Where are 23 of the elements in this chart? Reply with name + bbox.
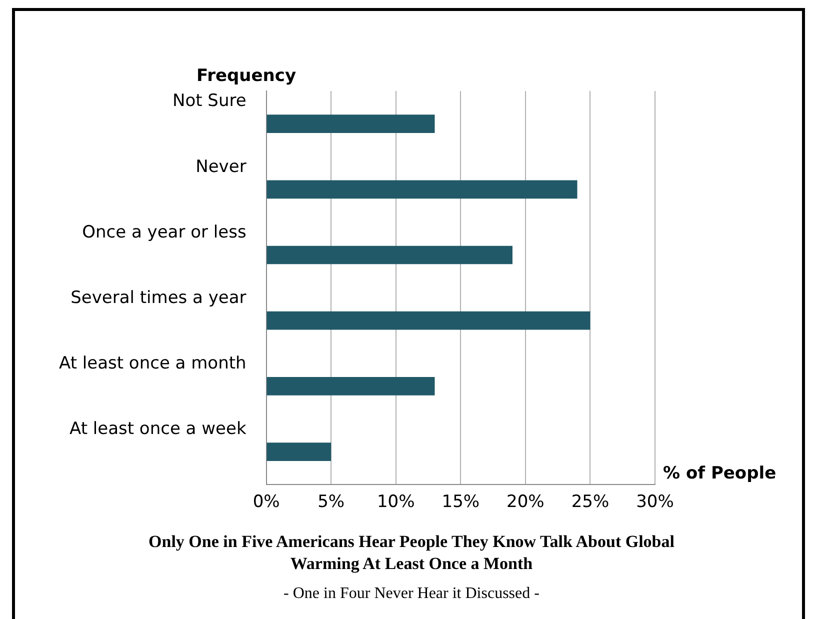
bar [266,180,578,199]
bar [266,377,435,396]
y-tick-label: Not Sure [172,91,246,112]
x-tick-label: 20% [506,492,544,512]
x-tick-label: 30% [636,492,674,512]
x-tick-label: 5% [318,492,345,512]
y-tick-label: At least once a week [69,419,246,440]
text: - One in Four Never Hear it Discussed - [282,585,540,603]
x-tick-label: 15% [442,492,480,512]
y-tick-label: At least once a month [58,354,246,374]
x-tick-label: 25% [571,492,610,512]
y-tick-label: Several times a year [70,288,246,308]
x-axis-title: % of People [663,464,776,484]
bar [266,114,435,133]
y-tick-label: Never [196,156,246,177]
x-tick-label: 10% [376,492,415,512]
x-tick-label: 0% [252,492,280,512]
text: Only One in Five Americans Hear People They Know Talk About Global Warming At Least Once a Month [148,531,676,575]
bar [266,246,512,264]
bar [266,442,332,461]
bar [266,311,590,330]
y-tick-label: Once a year or less [82,222,246,242]
y-axis-title: Frequency [196,66,296,86]
